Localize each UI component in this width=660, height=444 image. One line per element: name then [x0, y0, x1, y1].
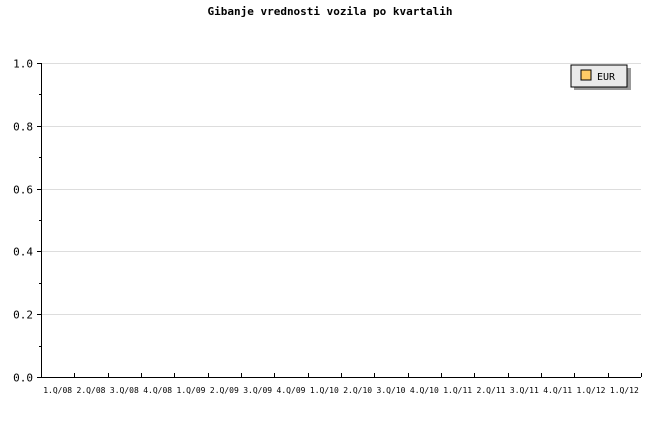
- legend-label-eur: EUR: [597, 72, 616, 83]
- x-tick-label: 1.Q/11: [443, 386, 472, 395]
- x-tick-label: 2.Q/11: [477, 386, 506, 395]
- chart-title: Gibanje vrednosti vozila po kvartalih: [207, 5, 452, 18]
- x-tick-label: 1.Q/09: [177, 386, 206, 395]
- y-axis-labels: 0.0 0.2 0.4 0.6 0.8 1.0: [13, 58, 33, 385]
- y-tick-label: 0.0: [13, 372, 33, 385]
- x-tick-label: 1.Q/10: [310, 386, 339, 395]
- x-tick-label: 2.Q/10: [343, 386, 372, 395]
- x-tick-label: 4.Q/08: [143, 386, 172, 395]
- x-axis-labels: 1.Q/08 2.Q/08 3.Q/08 4.Q/08 1.Q/09 2.Q/09 3.Q/…: [43, 386, 639, 395]
- x-tick-label: 4.Q/11: [543, 386, 572, 395]
- x-tick-label: 1.Q/12: [610, 386, 639, 395]
- y-tick-label: 0.4: [13, 246, 33, 259]
- x-tick-label: 1.Q/08: [43, 386, 72, 395]
- y-tick-label: 0.8: [13, 121, 33, 134]
- axes: [37, 63, 642, 378]
- x-tick-label: 2.Q/08: [77, 386, 106, 395]
- x-tick-label: 4.Q/10: [410, 386, 439, 395]
- x-tick-label: 2.Q/09: [210, 386, 239, 395]
- y-tick-label: 0.6: [13, 184, 33, 197]
- x-tick-label: 1.Q/12: [577, 386, 606, 395]
- x-tick-label: 3.Q/11: [510, 386, 539, 395]
- legend-swatch-eur: [580, 69, 592, 81]
- x-tick-label: 3.Q/10: [377, 386, 406, 395]
- y-tick-label: 0.2: [13, 309, 33, 322]
- legend: EUR: [570, 64, 631, 90]
- x-tick-label: 3.Q/08: [110, 386, 139, 395]
- y-tick-label: 1.0: [13, 58, 33, 71]
- x-tick-label: 3.Q/09: [243, 386, 272, 395]
- x-tick-label: 4.Q/09: [277, 386, 306, 395]
- grid: [41, 63, 641, 315]
